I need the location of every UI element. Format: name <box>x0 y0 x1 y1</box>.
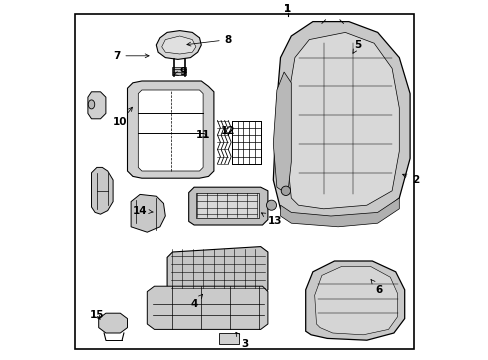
Polygon shape <box>273 22 409 220</box>
Polygon shape <box>162 36 196 54</box>
Polygon shape <box>273 72 291 194</box>
Polygon shape <box>131 194 165 232</box>
Polygon shape <box>88 92 106 119</box>
Polygon shape <box>99 313 127 333</box>
Text: 1: 1 <box>284 4 291 14</box>
Text: 15: 15 <box>89 310 104 320</box>
FancyBboxPatch shape <box>196 193 258 218</box>
Text: 12: 12 <box>221 126 235 136</box>
Text: 10: 10 <box>113 107 132 127</box>
Text: 5: 5 <box>352 40 361 53</box>
Polygon shape <box>147 286 267 329</box>
Polygon shape <box>167 247 267 296</box>
Polygon shape <box>188 187 267 225</box>
Text: 14: 14 <box>133 206 153 216</box>
Polygon shape <box>305 261 404 340</box>
Polygon shape <box>314 266 397 335</box>
Polygon shape <box>91 167 113 214</box>
Text: 3: 3 <box>235 332 247 349</box>
FancyBboxPatch shape <box>219 333 239 344</box>
Text: 2: 2 <box>402 174 418 185</box>
Polygon shape <box>156 31 201 59</box>
Text: 7: 7 <box>113 51 149 61</box>
Text: 4: 4 <box>190 294 202 309</box>
Text: 1: 1 <box>284 4 290 14</box>
Ellipse shape <box>88 100 95 109</box>
Text: 9: 9 <box>174 67 186 77</box>
Text: 8: 8 <box>186 35 231 46</box>
FancyBboxPatch shape <box>172 67 186 75</box>
Circle shape <box>281 186 290 195</box>
Circle shape <box>266 200 276 210</box>
Text: 11: 11 <box>196 130 210 140</box>
Polygon shape <box>127 81 213 178</box>
Text: 6: 6 <box>370 280 382 295</box>
Polygon shape <box>280 198 399 227</box>
Polygon shape <box>138 90 203 171</box>
Text: 13: 13 <box>261 213 282 226</box>
Bar <box>231 121 260 164</box>
Polygon shape <box>287 32 399 209</box>
